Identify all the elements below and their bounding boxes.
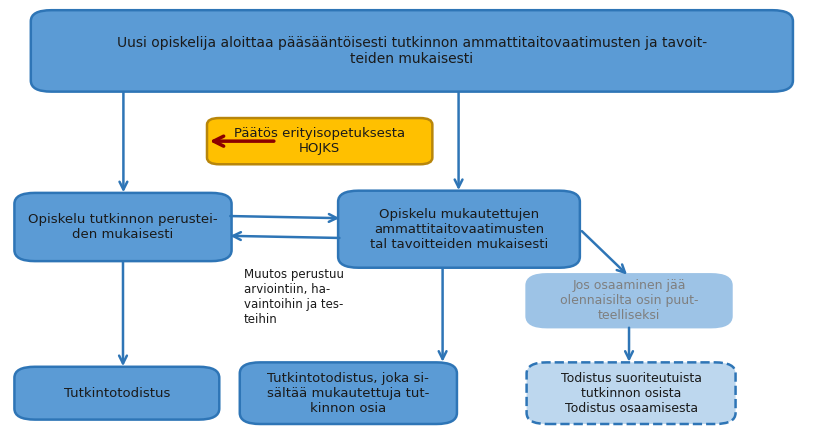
Text: Uusi opiskelija aloittaa pääsääntöisesti tutkinnon ammattitaitovaatimusten ja ta: Uusi opiskelija aloittaa pääsääntöisesti… <box>117 36 707 66</box>
FancyBboxPatch shape <box>30 10 793 92</box>
Text: Muutos perustuu
arviointiin, ha-
vaintoihin ja tes-
teihin: Muutos perustuu arviointiin, ha- vaintoi… <box>244 268 344 326</box>
Text: Todistus suoriteutuista
tutkinnon osista
Todistus osaamisesta: Todistus suoriteutuista tutkinnon osista… <box>560 372 701 415</box>
FancyBboxPatch shape <box>527 274 732 327</box>
FancyBboxPatch shape <box>207 118 432 164</box>
Text: Jos osaaminen jää
olennaisilta osin puut-
teelliseksi: Jos osaaminen jää olennaisilta osin puut… <box>560 279 698 322</box>
Text: Opiskelu tutkinnon perustei-
den mukaisesti: Opiskelu tutkinnon perustei- den mukaise… <box>28 213 218 241</box>
Text: Tutkintotodistus: Tutkintotodistus <box>63 387 170 400</box>
FancyBboxPatch shape <box>15 193 231 261</box>
Text: Päätös erityisopetuksesta
HOJKS: Päätös erityisopetuksesta HOJKS <box>234 127 405 155</box>
FancyBboxPatch shape <box>15 367 219 420</box>
FancyBboxPatch shape <box>239 362 457 424</box>
FancyBboxPatch shape <box>338 190 580 268</box>
Text: Opiskelu mukautettujen
ammattitaitovaatimusten
tal tavoitteiden mukaisesti: Opiskelu mukautettujen ammattitaitovaati… <box>370 208 548 251</box>
Text: Tutkintotodistus, joka si-
sältää mukautettuja tut-
kinnon osia: Tutkintotodistus, joka si- sältää mukaut… <box>267 372 430 415</box>
FancyBboxPatch shape <box>527 362 736 424</box>
